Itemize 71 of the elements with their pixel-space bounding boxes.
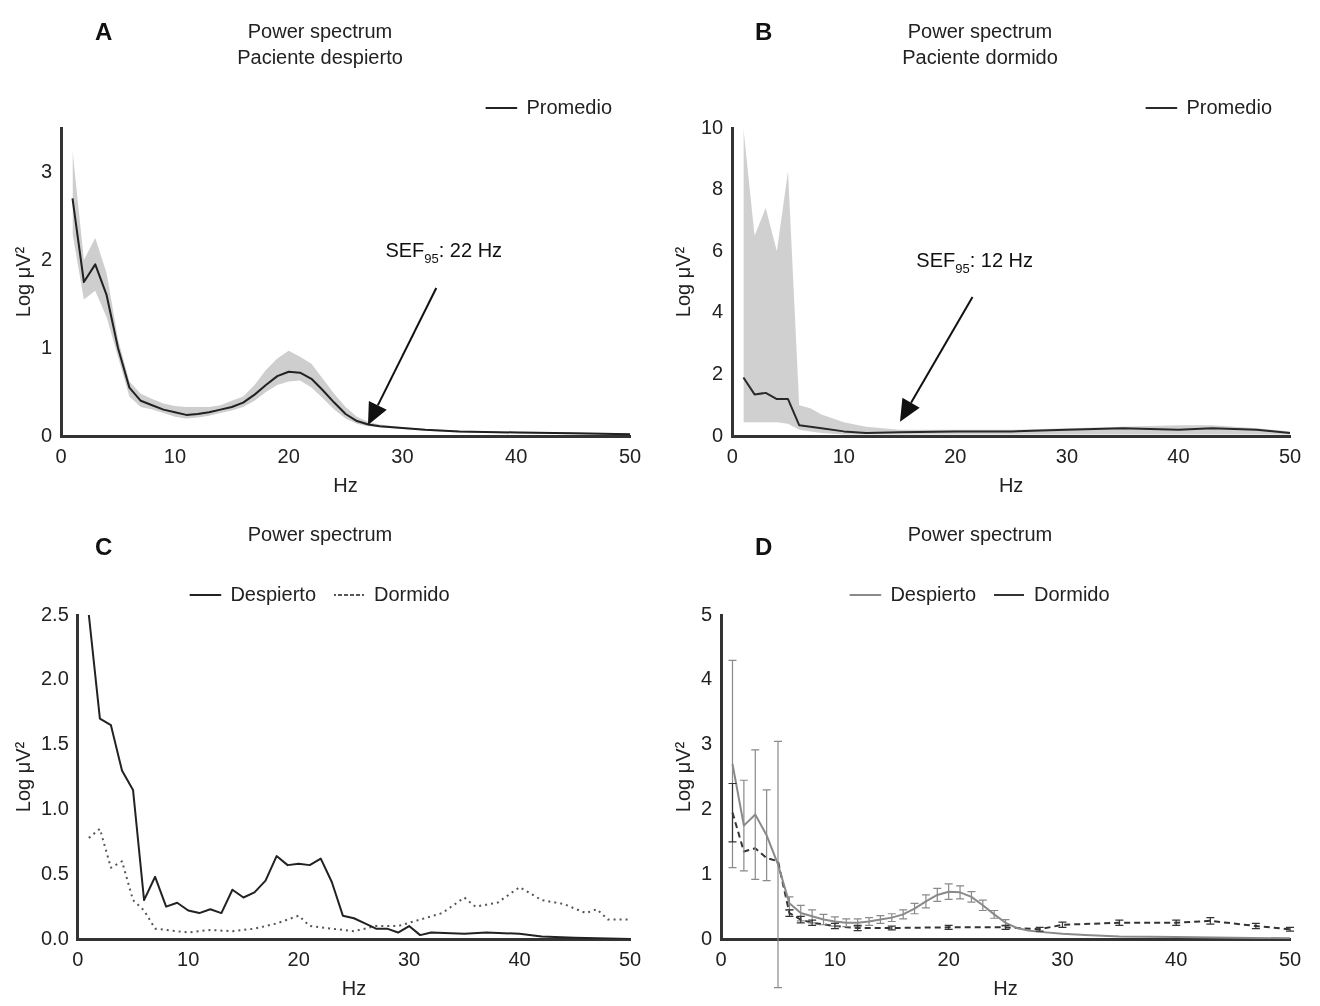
x-tick-label: 0 bbox=[726, 444, 738, 467]
text: B bbox=[755, 18, 773, 45]
y-tick-label: 4 bbox=[712, 300, 724, 323]
legend-label: Dormido bbox=[374, 582, 450, 605]
point bbox=[853, 924, 863, 932]
legend-label: Promedio bbox=[1186, 95, 1273, 118]
y-tick-label: 2 bbox=[701, 796, 713, 819]
x-tick-label: 40 bbox=[1165, 947, 1188, 970]
text: A bbox=[95, 18, 113, 45]
y-tick-label: 0 bbox=[712, 423, 724, 446]
legend-label: Despierto bbox=[890, 582, 977, 605]
x-axis-title: Hz bbox=[998, 473, 1024, 496]
y-tick-label: 8 bbox=[712, 177, 724, 200]
y-tick-label: 1.5 bbox=[40, 732, 69, 755]
x-tick-label: 40 bbox=[505, 444, 528, 467]
x-tick-label: 30 bbox=[391, 444, 414, 467]
text: D bbox=[755, 533, 773, 560]
x-tick-label: 10 bbox=[823, 947, 847, 970]
line-series bbox=[87, 827, 630, 934]
y-tick-label: 0 bbox=[41, 423, 53, 446]
y-tick-label: 3 bbox=[701, 732, 713, 755]
y-axis-title: Log μV² bbox=[11, 741, 34, 813]
chart-title: Power spectrum bbox=[907, 19, 1053, 42]
legend-label: Dormido bbox=[1034, 582, 1110, 605]
x-tick-label: 20 bbox=[287, 947, 310, 970]
y-tick-label: 10 bbox=[701, 115, 724, 138]
y-tick-label: 1 bbox=[701, 861, 713, 884]
x-tick-label: 30 bbox=[398, 947, 421, 970]
chart-title: Power spectrum bbox=[907, 522, 1053, 545]
chart-title: Power spectrum bbox=[247, 522, 393, 545]
x-tick-label: 10 bbox=[832, 444, 855, 467]
y-tick-label: 3 bbox=[41, 159, 53, 182]
y-tick-label: 2.5 bbox=[40, 602, 69, 625]
y-tick-label: 1 bbox=[41, 335, 53, 358]
x-tick-label: 30 bbox=[1055, 444, 1079, 467]
chart-title: Power spectrum bbox=[247, 19, 393, 42]
legend-label: Despierto bbox=[230, 582, 317, 605]
y-tick-label: 2.0 bbox=[40, 667, 69, 690]
x-axis-title: Hz bbox=[341, 976, 367, 999]
legend-label: Promedio bbox=[526, 95, 613, 118]
x-tick-label: 10 bbox=[163, 444, 187, 467]
x-tick-label: 50 bbox=[1278, 947, 1302, 970]
y-axis-title: Log μV² bbox=[671, 741, 694, 813]
chart-subtitle: Paciente despierto bbox=[237, 45, 403, 68]
text: C bbox=[95, 533, 113, 560]
point bbox=[784, 909, 794, 917]
y-tick-label: 4 bbox=[701, 667, 713, 690]
y-tick-label: 5 bbox=[701, 602, 713, 625]
y-axis-title: Log μV² bbox=[671, 246, 694, 318]
x-tick-label: 20 bbox=[937, 947, 960, 970]
y-axis-title: Log μV² bbox=[11, 246, 34, 318]
x-tick-label: 0 bbox=[72, 947, 84, 970]
x-tick-label: 50 bbox=[1278, 444, 1302, 467]
x-axis-title: Hz bbox=[333, 473, 358, 496]
x-tick-label: 50 bbox=[618, 947, 642, 970]
x-tick-label: 10 bbox=[177, 947, 200, 970]
y-tick-label: 0 bbox=[701, 926, 713, 949]
x-axis-title: Hz bbox=[993, 976, 1018, 999]
x-tick-label: 20 bbox=[277, 444, 300, 467]
x-tick-label: 40 bbox=[508, 947, 531, 970]
y-tick-label: 0.0 bbox=[40, 926, 69, 949]
y-tick-label: 2 bbox=[712, 361, 724, 384]
x-tick-label: 40 bbox=[1167, 444, 1190, 467]
chart-subtitle: Paciente dormido bbox=[902, 45, 1058, 68]
y-tick-label: 2 bbox=[41, 247, 53, 270]
x-tick-label: 30 bbox=[1051, 947, 1074, 970]
y-tick-label: 0.5 bbox=[40, 861, 69, 884]
y-tick-label: 6 bbox=[712, 238, 724, 261]
x-tick-label: 50 bbox=[618, 444, 642, 467]
x-tick-label: 20 bbox=[944, 444, 967, 467]
y-tick-label: 1.0 bbox=[40, 796, 69, 819]
